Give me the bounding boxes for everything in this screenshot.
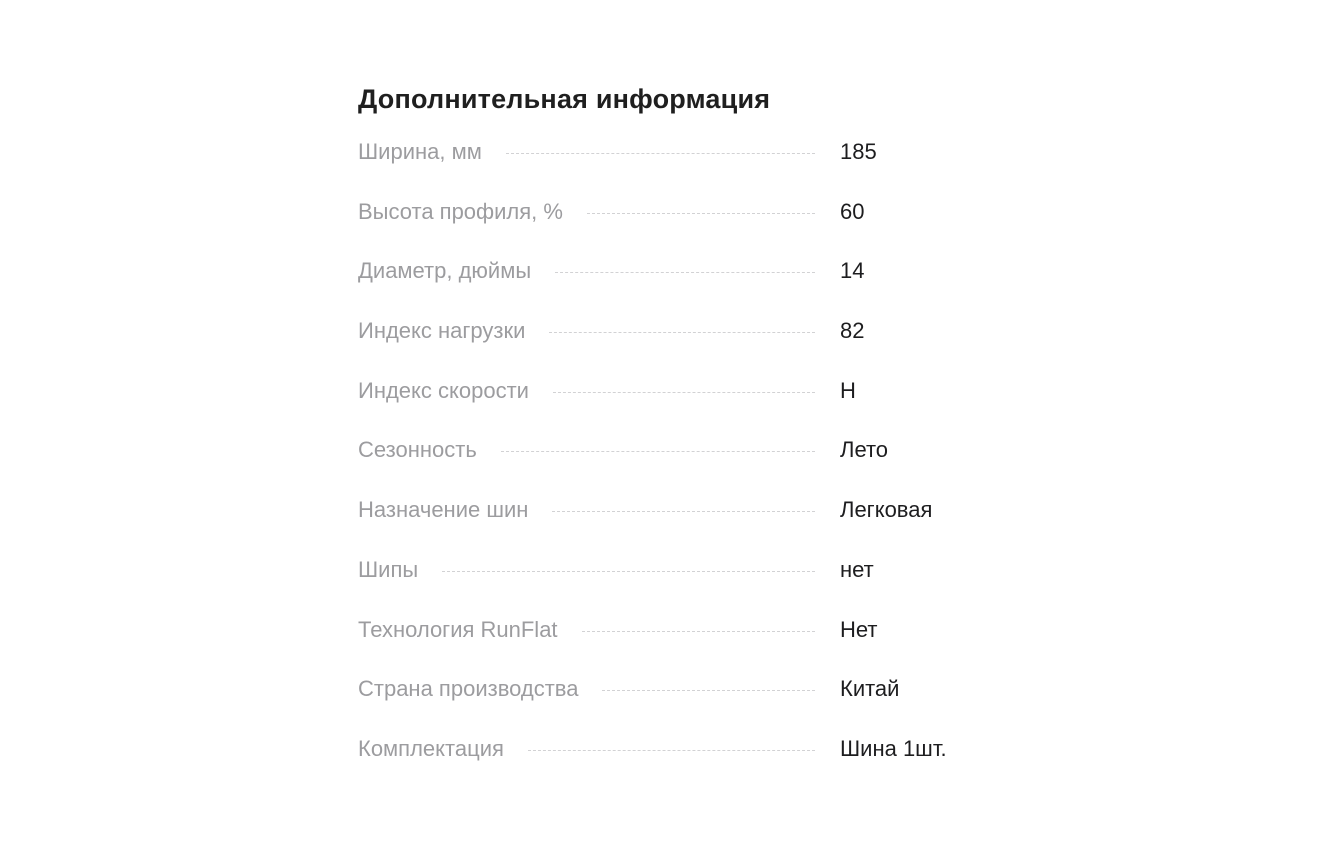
spec-list: Ширина, мм 185 Высота профиля, % 60 Диаметр,… — [358, 134, 998, 791]
spec-label: Технология RunFlat — [358, 616, 558, 642]
spec-label: Шипы — [358, 556, 419, 582]
spec-label: Индекс нагрузки — [358, 318, 526, 344]
dotted-leader — [500, 451, 815, 453]
spec-value: Шина 1шт. — [840, 735, 947, 761]
spec-value: 60 — [840, 198, 865, 224]
spec-value: 185 — [840, 139, 877, 164]
spec-value: Легковая — [840, 497, 933, 523]
spec-label: Сезонность — [358, 437, 477, 463]
spec-row: Диаметр, дюймы 14 — [358, 253, 998, 313]
dotted-leader — [555, 272, 816, 274]
dotted-leader — [442, 570, 816, 572]
dotted-leader — [581, 630, 815, 632]
dotted-leader — [527, 749, 815, 751]
spec-row: Индекс нагрузки 82 — [358, 313, 998, 373]
section-title: Дополнительная информация — [358, 84, 771, 114]
spec-row: Сезонность Лето — [358, 432, 998, 492]
spec-label: Индекс скорости — [358, 377, 529, 403]
spec-value: Лето — [840, 437, 889, 463]
spec-label: Назначение шин — [358, 497, 529, 523]
dotted-leader — [549, 332, 816, 334]
spec-row: Назначение шин Легковая — [358, 492, 998, 552]
additional-info-section: Дополнительная информация Ширина, мм 185 В… — [358, 78, 998, 791]
spec-label: Страна производства — [358, 676, 579, 702]
dotted-leader — [586, 212, 815, 214]
spec-label: Комплектация — [358, 735, 504, 761]
spec-value: H — [840, 377, 856, 403]
spec-value: Китай — [840, 676, 900, 702]
spec-value: Нет — [840, 616, 878, 642]
dotted-leader — [552, 391, 815, 393]
spec-row: Индекс скорости H — [358, 373, 998, 433]
spec-row: Высота профиля, % 60 — [358, 194, 998, 254]
spec-row: Страна производства Китай — [358, 671, 998, 731]
spec-row: Шипы нет — [358, 552, 998, 612]
spec-label: Высота профиля, % — [358, 198, 563, 224]
spec-label: Ширина, мм — [358, 139, 482, 164]
spec-row: Ширина, мм 185 — [358, 134, 998, 194]
dotted-leader — [602, 690, 816, 692]
spec-value: 82 — [840, 318, 865, 344]
spec-row: Комплектация Шина 1шт. — [358, 731, 998, 791]
dotted-leader — [505, 153, 815, 154]
spec-row: Технология RunFlat Нет — [358, 612, 998, 672]
spec-label: Диаметр, дюймы — [358, 258, 532, 284]
spec-value: 14 — [840, 258, 865, 284]
spec-value: нет — [840, 556, 874, 582]
dotted-leader — [552, 511, 816, 513]
